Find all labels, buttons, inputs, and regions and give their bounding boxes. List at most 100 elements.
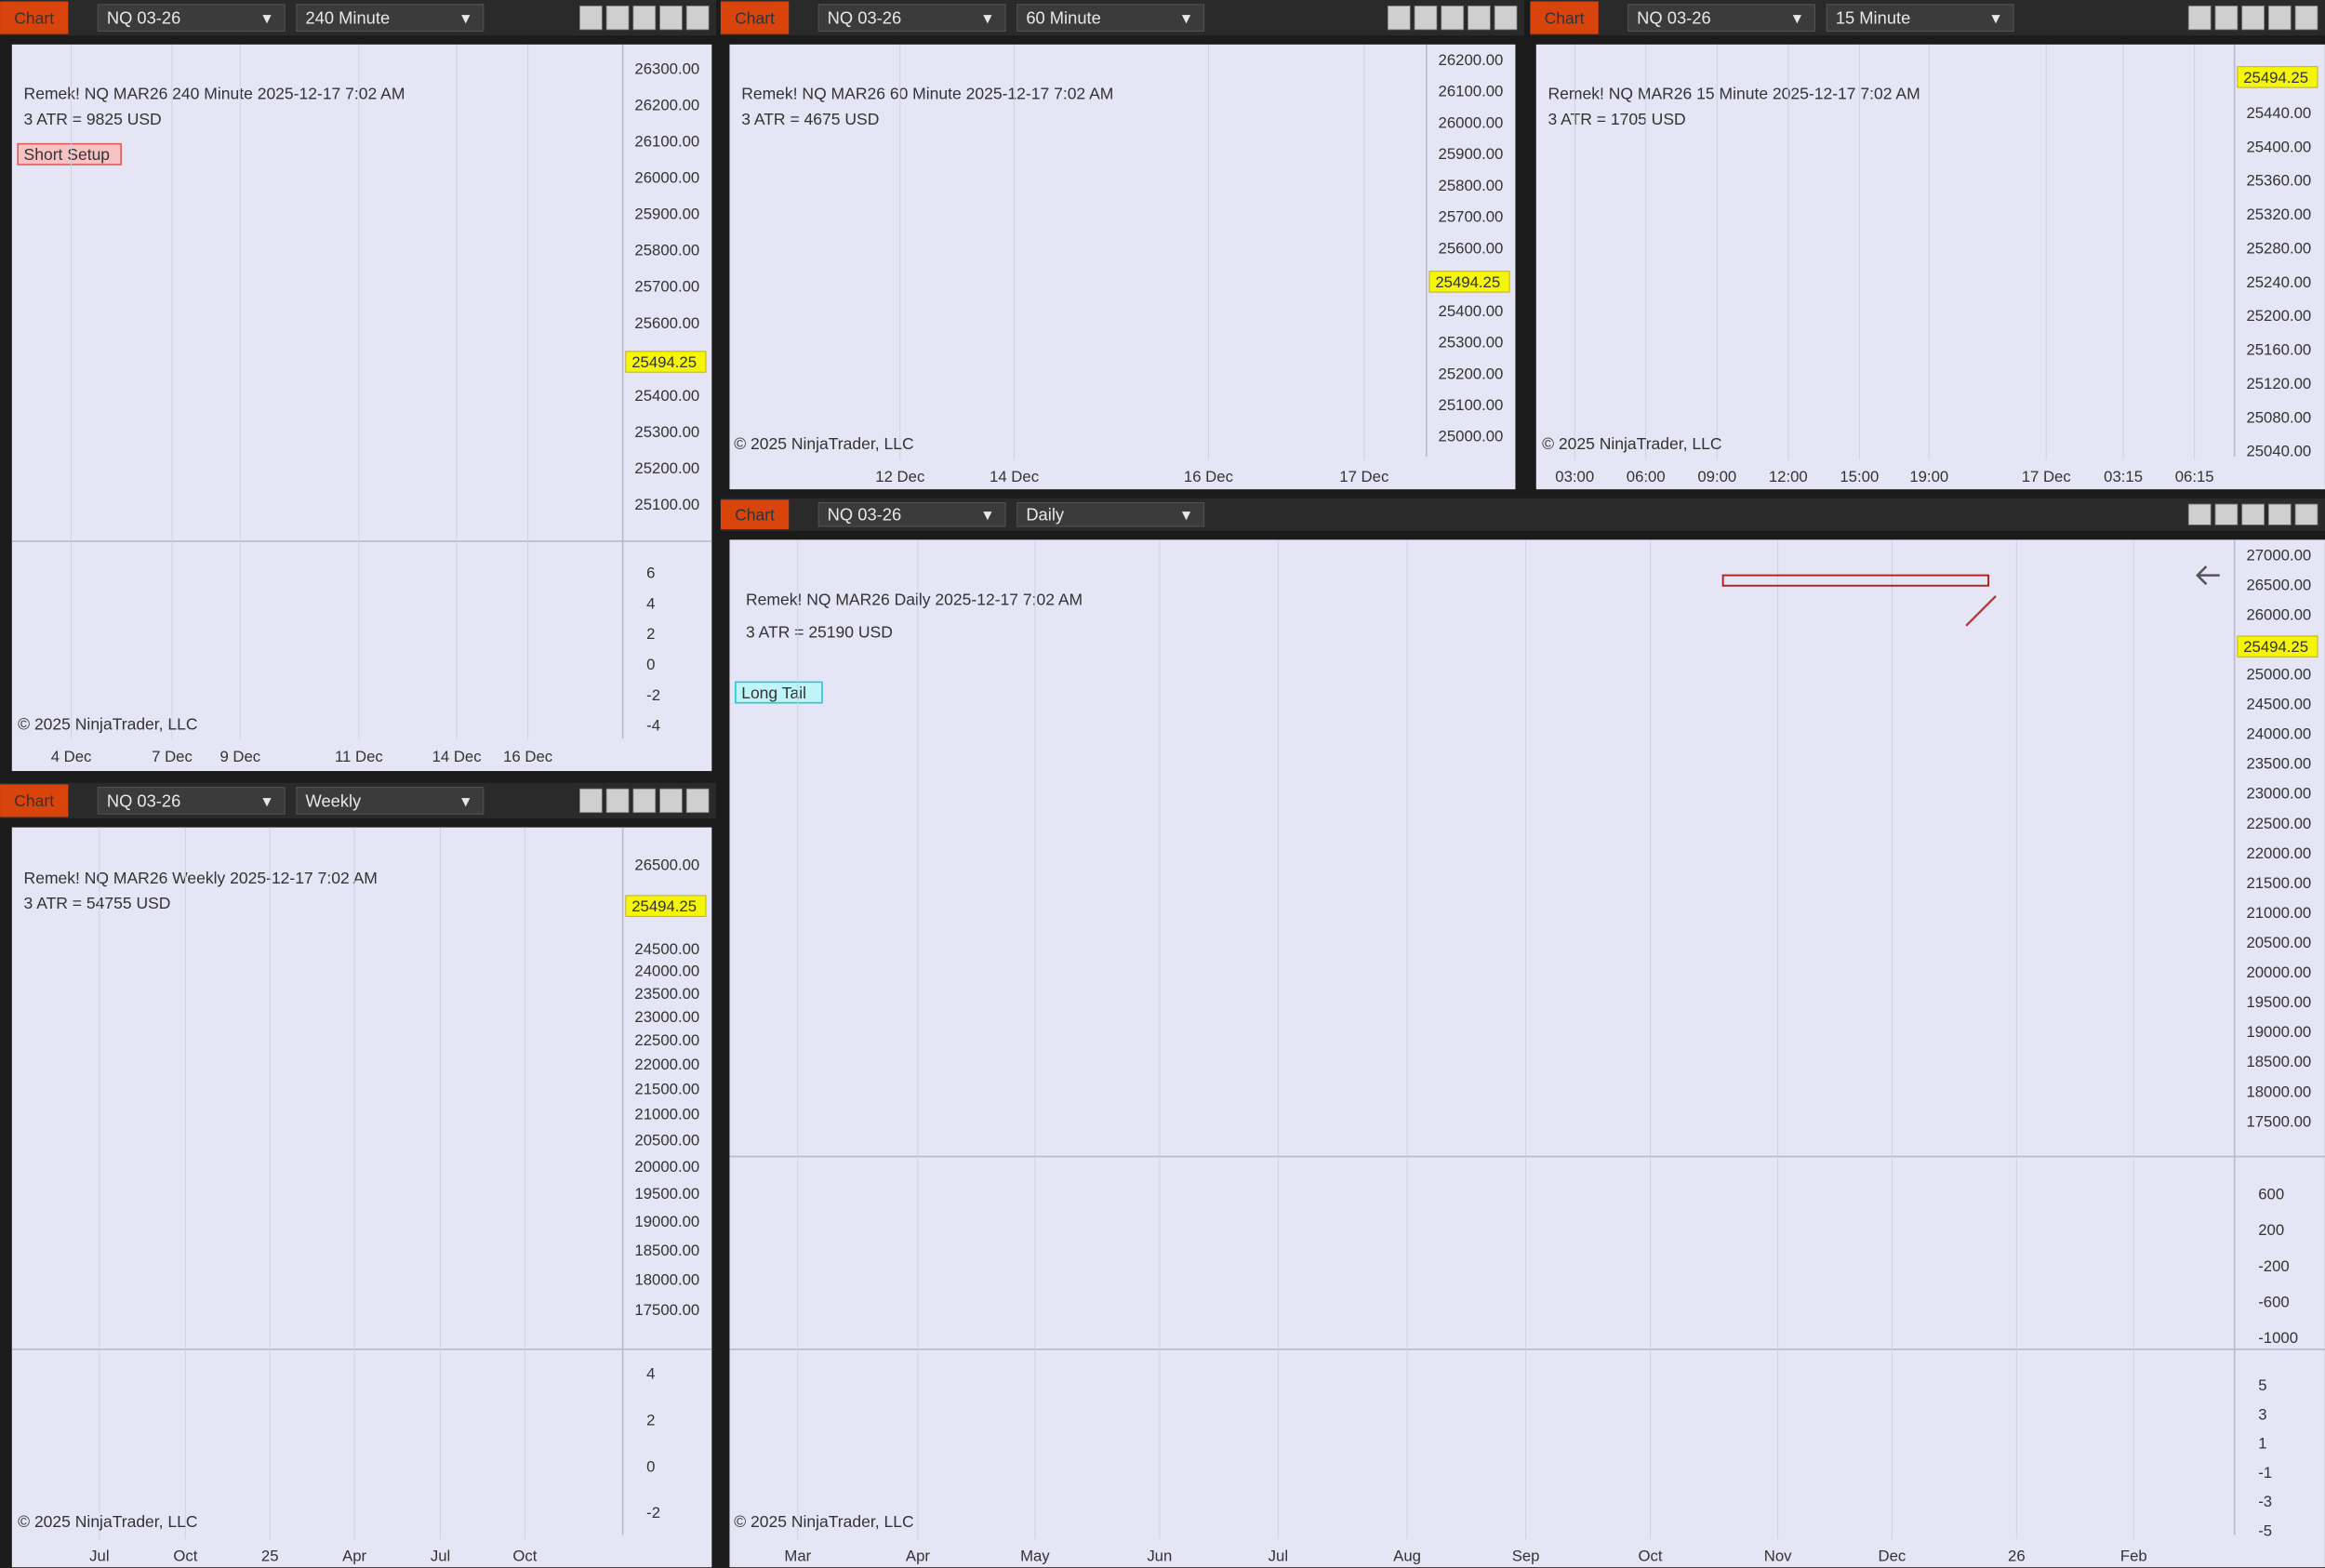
dropdown-caret[interactable]: ▾ [262, 8, 271, 28]
window-button[interactable] [2214, 503, 2239, 525]
chart-button[interactable] [720, 1, 790, 34]
setup-tag-label: Long Tail [741, 684, 806, 702]
dropdown-caret[interactable]: ▾ [1793, 8, 1801, 28]
instrument-dropdown[interactable] [1628, 4, 1815, 32]
dropdown-caret[interactable]: ▾ [983, 505, 991, 525]
chart-button[interactable] [0, 784, 69, 817]
back-icon[interactable] [2196, 565, 2220, 586]
window-button[interactable] [685, 5, 710, 31]
interval-label[interactable]: 240 Minute [305, 8, 390, 28]
price-axis-label: 17500.00 [2246, 1112, 2311, 1130]
price-axis-label: 27000.00 [2246, 546, 2311, 564]
price-axis-label: 26100.00 [1439, 83, 1504, 100]
window-button[interactable] [2214, 5, 2239, 31]
window-button[interactable] [659, 5, 683, 31]
dropdown-caret[interactable]: ▾ [262, 791, 271, 810]
price-axis-label: 25900.00 [634, 206, 699, 223]
window-button[interactable] [2187, 5, 2212, 31]
price-marker [2237, 635, 2318, 658]
window-button[interactable] [632, 5, 657, 31]
window-button[interactable] [1468, 5, 1491, 31]
price-axis-label: 25280.00 [2246, 239, 2311, 257]
price-axis-label: 17500.00 [634, 1301, 699, 1319]
price-axis-label: 19500.00 [634, 1185, 699, 1203]
chart-button[interactable] [720, 499, 790, 530]
time-axis-label: Mar [784, 1547, 811, 1564]
time-axis-label: 14 Dec [990, 468, 1039, 485]
indicator-axis-label: 5 [2258, 1376, 2266, 1394]
atr-label: 3 ATR = 1705 USD [1548, 110, 1686, 128]
instrument-label[interactable]: NQ 03-26 [828, 8, 901, 28]
window-button[interactable] [632, 788, 657, 814]
price-axis-label: 23500.00 [634, 985, 699, 1003]
window-button[interactable] [2187, 503, 2212, 525]
interval-dropdown[interactable] [1826, 4, 2014, 32]
time-axis-label: 4 Dec [51, 748, 92, 765]
plot-area [11, 44, 712, 772]
chart-button[interactable] [1530, 1, 1599, 34]
indicator-axis-label: 0 [646, 1457, 655, 1475]
window-button[interactable] [685, 788, 710, 814]
instrument-dropdown[interactable] [817, 4, 1006, 32]
price-axis-label: 26200.00 [634, 96, 699, 113]
window-button[interactable] [1387, 5, 1411, 31]
time-axis-label: Feb [2120, 1547, 2147, 1564]
instrument-label[interactable]: NQ 03-26 [1637, 8, 1710, 28]
price-axis-label: 23000.00 [634, 1008, 699, 1026]
interval-dropdown[interactable] [296, 787, 485, 815]
price-axis-label: 19000.00 [634, 1213, 699, 1230]
price-axis-label: 24000.00 [634, 963, 699, 980]
atr-label: 3 ATR = 4675 USD [741, 110, 879, 128]
chart-title: Remek! NQ MAR26 240 Minute 2025-12-17 7:… [24, 85, 405, 103]
interval-label[interactable]: Weekly [305, 791, 362, 810]
chart-button-label[interactable]: Chart [14, 791, 54, 810]
instrument-dropdown[interactable] [97, 4, 286, 32]
price-axis-label: 25100.00 [1439, 396, 1504, 414]
dropdown-caret[interactable]: ▾ [461, 791, 470, 810]
price-axis-label: 25160.00 [2246, 341, 2311, 359]
window-button[interactable] [1414, 5, 1438, 31]
indicator-axis-label: 6 [646, 564, 655, 581]
interval-dropdown[interactable] [296, 4, 485, 32]
copyright: © 2025 NinjaTrader, LLC [18, 714, 197, 733]
window-button[interactable] [2241, 5, 2265, 31]
window-button[interactable] [2241, 503, 2265, 525]
window-button[interactable] [2294, 503, 2318, 525]
instrument-dropdown[interactable] [817, 501, 1006, 527]
window-button[interactable] [2294, 5, 2318, 31]
instrument-label[interactable]: NQ 03-26 [828, 505, 901, 525]
window-button[interactable] [659, 788, 683, 814]
window-button[interactable] [579, 5, 603, 31]
price-axis-label: 25400.00 [634, 387, 699, 405]
instrument-dropdown[interactable] [97, 787, 286, 815]
instrument-label[interactable]: NQ 03-26 [107, 8, 180, 28]
interval-dropdown[interactable] [1016, 4, 1205, 32]
window-button[interactable] [579, 788, 603, 814]
chart-button-label[interactable]: Chart [14, 8, 54, 27]
time-axis-label: Nov [1764, 1547, 1792, 1564]
interval-label[interactable]: 15 Minute [1836, 8, 1911, 28]
window-button[interactable] [2267, 503, 2292, 525]
time-axis-label: 12 Dec [875, 468, 924, 485]
dropdown-caret[interactable]: ▾ [1182, 8, 1190, 28]
interval-dropdown[interactable] [1016, 501, 1205, 527]
dropdown-caret[interactable]: ▾ [1991, 8, 2000, 28]
dropdown-caret[interactable]: ▾ [983, 8, 991, 28]
window-button[interactable] [1441, 5, 1465, 31]
dropdown-caret[interactable]: ▾ [1182, 505, 1190, 525]
window-button[interactable] [605, 788, 630, 814]
chart-button-label[interactable]: Chart [735, 8, 775, 27]
interval-label[interactable]: Daily [1026, 505, 1065, 525]
chart-button[interactable] [0, 1, 69, 34]
window-button[interactable] [1494, 5, 1518, 31]
chart-button-label[interactable]: Chart [735, 505, 775, 524]
chart-button-label[interactable]: Chart [1545, 8, 1585, 27]
dropdown-caret[interactable]: ▾ [461, 8, 470, 28]
instrument-label[interactable]: NQ 03-26 [107, 791, 180, 810]
interval-label[interactable]: 60 Minute [1026, 8, 1101, 28]
time-axis-label: 17 Dec [2022, 468, 2071, 485]
indicator-axis-label: -600 [2258, 1293, 2290, 1310]
price-axis-label: 24000.00 [2246, 725, 2311, 743]
window-button[interactable] [2267, 5, 2292, 31]
window-button[interactable] [605, 5, 630, 31]
